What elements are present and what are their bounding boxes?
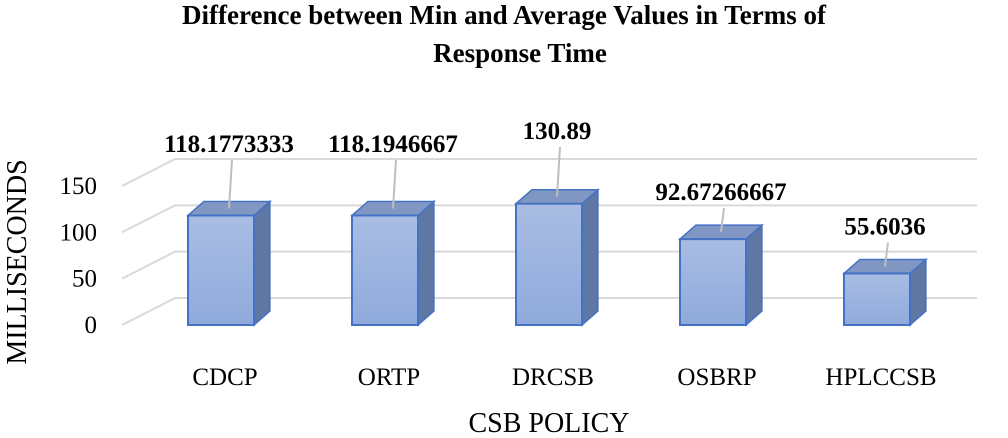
y-tick-label: 50 [72,266,97,293]
y-tick-label: 100 [60,219,98,246]
chart-title-line-1: Difference between Min and Average Value… [182,0,827,30]
y-axis-ticks: 0 50 100 150 [60,173,98,339]
gridline-150 [121,158,977,187]
bar-side [253,199,271,327]
data-label-leader [392,159,397,209]
y-tick-label: 0 [85,312,98,339]
data-label: 92.67266667 [655,179,786,206]
data-label-leader [720,207,725,233]
bar-front [187,214,255,326]
data-label: 130.89 [523,118,592,145]
x-axis-title: CSB POLICY [468,408,629,438]
bar-front [351,214,419,327]
data-label-leader [556,146,561,197]
bar-front [679,238,747,326]
bar-side [581,188,599,327]
bar-side [745,223,763,327]
data-labels: 118.1773333 118.1946667 130.89 92.67266667 5… [164,118,926,267]
category-label: ORTP [358,364,420,391]
data-label-leader [228,159,233,209]
bar-front [515,202,583,326]
category-labels: CDCP ORTP DRCSB OSBRP HPLCCSB [192,364,936,391]
category-label: CDCP [192,364,257,391]
bar-side [417,199,435,327]
y-tick-label: 150 [60,173,98,200]
chart-title-line-2: Response Time [433,38,607,68]
gridline-100 [121,204,977,234]
category-label: OSBRP [677,364,756,391]
bar-ORTP [350,199,436,327]
category-label: DRCSB [512,364,594,391]
bar-HPLCCSB [842,257,928,327]
category-label: HPLCCSB [825,364,936,391]
data-label: 118.1946667 [328,131,458,158]
data-label-leader [884,242,889,267]
bars [186,188,928,327]
bar-front [843,272,911,326]
bar-DRCSB [514,188,600,327]
y-axis-title: MILLISECONDS [2,159,33,364]
bar-CDCP [186,199,272,327]
data-label: 118.1773333 [164,131,294,158]
bar-OSBRP [678,223,764,327]
data-label: 55.6036 [844,213,925,240]
